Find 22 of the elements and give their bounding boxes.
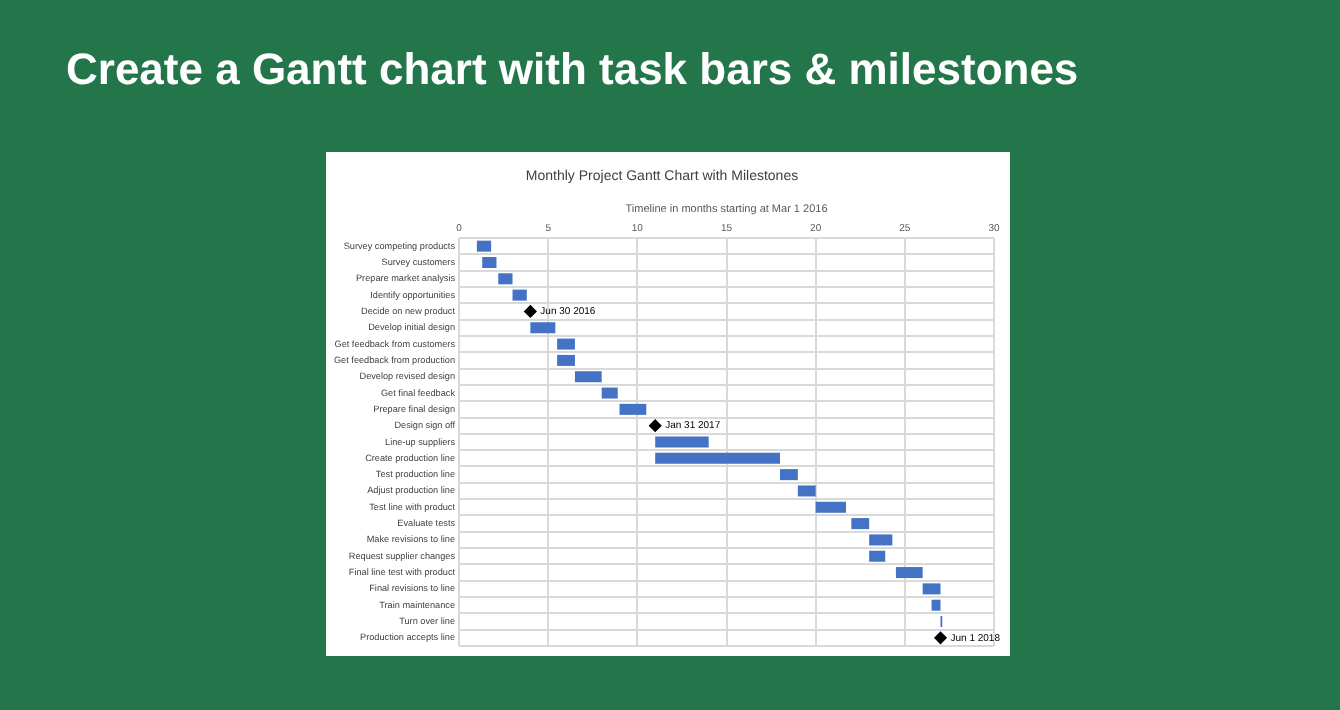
bar (780, 469, 798, 481)
bar (557, 338, 575, 350)
bar (476, 240, 492, 252)
bar (931, 599, 941, 611)
bar (482, 256, 497, 268)
bar (512, 289, 527, 301)
bar (869, 534, 893, 546)
bar (815, 501, 846, 513)
bar (530, 322, 556, 334)
bar (895, 567, 923, 579)
bar (619, 403, 647, 415)
bar (922, 583, 941, 595)
bar (797, 485, 816, 497)
bar (655, 452, 781, 464)
bar (557, 354, 575, 366)
chart-title: Create a Gantt chart with task bars & milestones (66, 44, 1079, 96)
bar (869, 550, 886, 562)
bar (574, 371, 602, 383)
bar (655, 436, 709, 448)
bar (851, 518, 870, 530)
bar (498, 273, 513, 285)
bar (601, 387, 618, 399)
